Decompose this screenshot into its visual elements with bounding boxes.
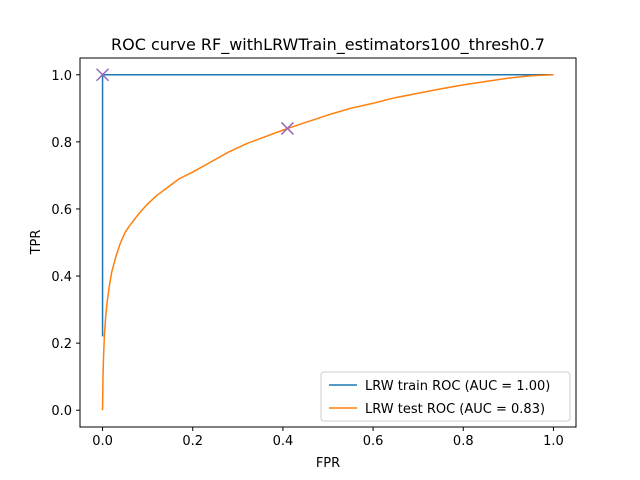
- marker-1: [280, 121, 294, 135]
- x-tick-label-5: 1.0: [543, 434, 564, 449]
- y-tick-label-3: 0.6: [51, 203, 72, 218]
- plot-area: [79, 57, 577, 428]
- x-tick-label-3: 0.6: [363, 434, 384, 449]
- y-tick-label-1: 0.2: [51, 337, 72, 352]
- x-tick-label-1: 0.2: [182, 434, 203, 449]
- marker-0-stroke-b: [96, 68, 110, 82]
- x-axis-ticks: 0.0 0.2 0.4 0.6 0.8 1.0: [92, 427, 564, 449]
- legend-label-1: LRW test ROC (AUC = 0.83): [365, 402, 545, 417]
- legend: LRW train ROC (AUC = 1.00) LRW test ROC (…: [320, 371, 571, 422]
- chart-title: ROC curve RF_withLRWTrain_estimators100_…: [111, 35, 545, 55]
- series-line-1: [101, 74, 554, 411]
- y-tick-label-5: 1.0: [51, 69, 72, 84]
- marker-1-stroke-b: [280, 121, 294, 135]
- legend-label-0: LRW train ROC (AUC = 1.00): [365, 379, 550, 394]
- y-axis-label: TPR: [29, 230, 44, 256]
- y-tick-label-4: 0.8: [51, 136, 72, 151]
- axes-frame: [79, 57, 577, 428]
- x-tick-label-2: 0.4: [273, 434, 294, 449]
- x-tick-label-0: 0.0: [92, 434, 113, 449]
- y-tick-label-2: 0.4: [51, 270, 72, 285]
- legend-box: [320, 371, 571, 422]
- x-axis-label: FPR: [316, 456, 340, 471]
- y-axis-ticks: 0.0 0.2 0.4 0.6 0.8 1.0: [51, 69, 80, 419]
- y-tick-label-0: 0.0: [51, 404, 72, 419]
- x-tick-label-4: 0.8: [453, 434, 474, 449]
- marker-0: [96, 68, 110, 82]
